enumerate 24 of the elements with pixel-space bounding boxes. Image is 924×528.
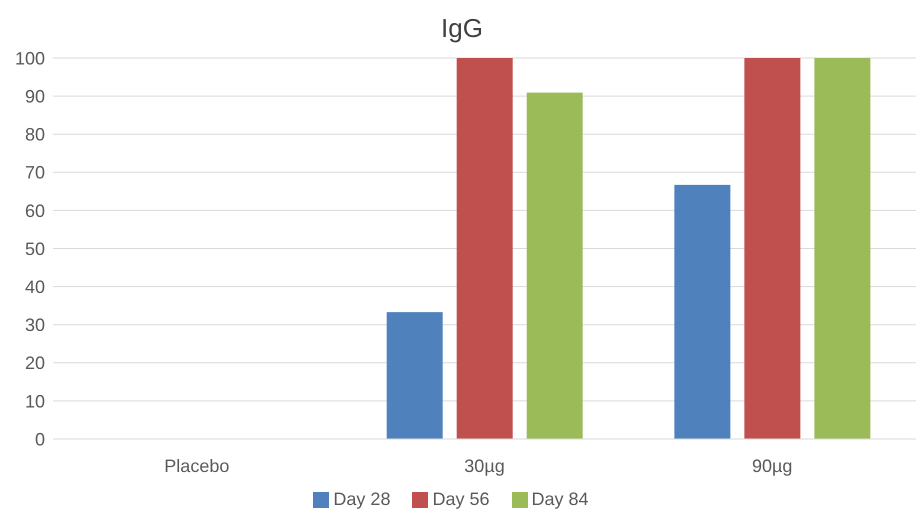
- bar: [456, 58, 513, 439]
- x-tick-label: Placebo: [164, 456, 230, 476]
- y-tick-label: 70: [24, 162, 45, 183]
- chart-title: IgG: [440, 12, 484, 45]
- x-tick-label: 90µg: [752, 456, 792, 476]
- y-tick-label: 100: [14, 48, 45, 68]
- y-tick-label: 80: [24, 124, 45, 145]
- y-tick-label: 60: [24, 200, 45, 221]
- bar: [814, 58, 870, 439]
- y-tick-label: 30: [24, 315, 45, 336]
- bar: [386, 312, 443, 439]
- bar: [674, 184, 730, 439]
- y-tick-label: 90: [24, 86, 45, 106]
- legend-label: Day 56: [432, 489, 490, 509]
- y-tick-label: 20: [24, 353, 45, 374]
- y-tick-label: 0: [34, 429, 45, 450]
- x-tick-label: 30µg: [464, 456, 505, 476]
- bar: [526, 92, 583, 439]
- y-tick-label: 50: [24, 238, 45, 259]
- legend-label: Day 28: [333, 489, 390, 509]
- bar: [744, 58, 800, 439]
- y-tick-label: 10: [24, 391, 45, 412]
- y-tick-label: 40: [24, 276, 45, 297]
- legend-label: Day 84: [532, 489, 589, 509]
